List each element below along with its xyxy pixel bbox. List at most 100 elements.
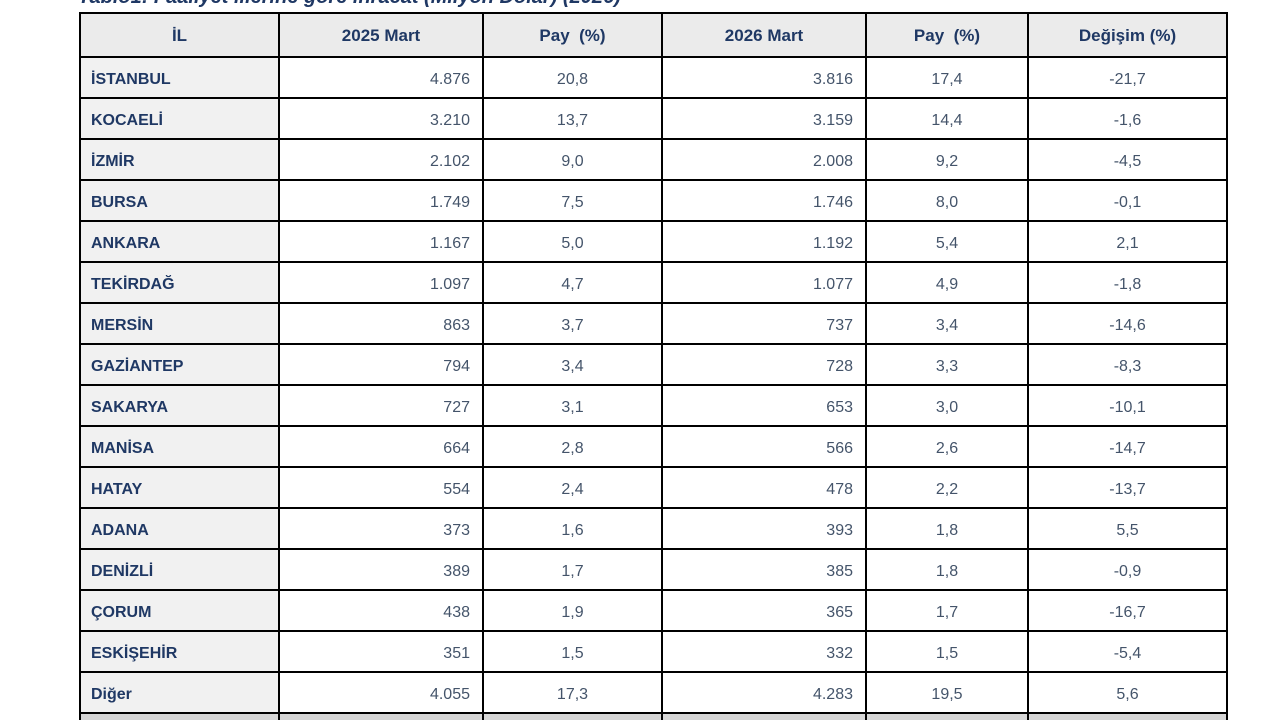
total-row-cell	[79, 712, 280, 720]
cell-2025-mart: 794	[278, 343, 484, 386]
cell-pay-2025: 1,9	[482, 589, 663, 632]
column-header-il: İL	[79, 12, 280, 58]
cell-degisim: -0,1	[1027, 179, 1228, 222]
cell-2026-mart: 385	[661, 548, 867, 591]
cell-2026-mart: 1.746	[661, 179, 867, 222]
cell-pay-2026: 1,5	[865, 630, 1029, 673]
cell-2025-mart: 4.876	[278, 56, 484, 99]
cell-2026-mart: 332	[661, 630, 867, 673]
cell-il: ANKARA	[79, 220, 280, 263]
column-header-2025-mart: 2025 Mart	[278, 12, 484, 58]
cell-pay-2025: 13,7	[482, 97, 663, 140]
cell-pay-2025: 3,7	[482, 302, 663, 345]
cell-2025-mart: 351	[278, 630, 484, 673]
cell-il: DENİZLİ	[79, 548, 280, 591]
export-table: İL 2025 Mart Pay (%) 2026 Mart Pay (%) D…	[79, 12, 1228, 720]
cell-degisim: 5,5	[1027, 507, 1228, 550]
table-row: MERSİN 863 3,7 737 3,4 -14,6	[79, 302, 1228, 345]
cell-pay-2025: 20,8	[482, 56, 663, 99]
cell-il: BURSA	[79, 179, 280, 222]
cell-degisim: -8,3	[1027, 343, 1228, 386]
cell-2025-mart: 727	[278, 384, 484, 427]
table-row: ÇORUM 438 1,9 365 1,7 -16,7	[79, 589, 1228, 632]
cell-2026-mart: 478	[661, 466, 867, 509]
cell-pay-2026: 17,4	[865, 56, 1029, 99]
cell-pay-2025: 5,0	[482, 220, 663, 263]
cell-degisim: 5,6	[1027, 671, 1228, 714]
table-row: ANKARA 1.167 5,0 1.192 5,4 2,1	[79, 220, 1228, 263]
cell-degisim: -21,7	[1027, 56, 1228, 99]
cell-il: Diğer	[79, 671, 280, 714]
cell-pay-2026: 4,9	[865, 261, 1029, 304]
total-row-partial	[79, 712, 1228, 720]
table-row: İSTANBUL 4.876 20,8 3.816 17,4 -21,7	[79, 56, 1228, 99]
cell-pay-2026: 3,0	[865, 384, 1029, 427]
table-row: MANİSA 664 2,8 566 2,6 -14,7	[79, 425, 1228, 468]
cell-pay-2026: 8,0	[865, 179, 1029, 222]
cell-2026-mart: 566	[661, 425, 867, 468]
cell-degisim: -10,1	[1027, 384, 1228, 427]
cell-degisim: -4,5	[1027, 138, 1228, 181]
cell-pay-2025: 2,8	[482, 425, 663, 468]
cell-il: MERSİN	[79, 302, 280, 345]
cell-pay-2025: 1,6	[482, 507, 663, 550]
column-header-degisim: Değişim (%)	[1027, 12, 1228, 58]
cell-2025-mart: 664	[278, 425, 484, 468]
cell-pay-2026: 19,5	[865, 671, 1029, 714]
cell-pay-2025: 2,4	[482, 466, 663, 509]
cell-il: İSTANBUL	[79, 56, 280, 99]
cell-degisim: -13,7	[1027, 466, 1228, 509]
table-row: ESKİŞEHİR 351 1,5 332 1,5 -5,4	[79, 630, 1228, 673]
cell-2026-mart: 3.816	[661, 56, 867, 99]
cell-2026-mart: 4.283	[661, 671, 867, 714]
cell-il: TEKİRDAĞ	[79, 261, 280, 304]
cell-degisim: -14,6	[1027, 302, 1228, 345]
column-header-2026-mart: 2026 Mart	[661, 12, 867, 58]
total-row-cell	[482, 712, 663, 720]
cell-2025-mart: 4.055	[278, 671, 484, 714]
cell-degisim: 2,1	[1027, 220, 1228, 263]
cell-degisim: -5,4	[1027, 630, 1228, 673]
table-row: DENİZLİ 389 1,7 385 1,8 -0,9	[79, 548, 1228, 591]
column-header-pay-2026: Pay (%)	[865, 12, 1029, 58]
cell-degisim: -0,9	[1027, 548, 1228, 591]
cell-2025-mart: 554	[278, 466, 484, 509]
table-row: ADANA 373 1,6 393 1,8 5,5	[79, 507, 1228, 550]
cell-pay-2025: 9,0	[482, 138, 663, 181]
cell-2025-mart: 1.749	[278, 179, 484, 222]
cell-2026-mart: 1.077	[661, 261, 867, 304]
column-header-pay-2025: Pay (%)	[482, 12, 663, 58]
cell-2026-mart: 737	[661, 302, 867, 345]
table-row: İZMİR 2.102 9,0 2.008 9,2 -4,5	[79, 138, 1228, 181]
cell-il: KOCAELİ	[79, 97, 280, 140]
cell-pay-2025: 3,4	[482, 343, 663, 386]
cell-2025-mart: 373	[278, 507, 484, 550]
cell-2025-mart: 863	[278, 302, 484, 345]
cell-2025-mart: 438	[278, 589, 484, 632]
cell-pay-2025: 3,1	[482, 384, 663, 427]
page-title: Tablo1: Faaliyet illerine göre ihracat (…	[78, 0, 778, 9]
cell-pay-2025: 4,7	[482, 261, 663, 304]
cell-2025-mart: 3.210	[278, 97, 484, 140]
cell-pay-2025: 1,7	[482, 548, 663, 591]
cell-il: HATAY	[79, 466, 280, 509]
cell-il: GAZİANTEP	[79, 343, 280, 386]
cell-il: ADANA	[79, 507, 280, 550]
table-row: TEKİRDAĞ 1.097 4,7 1.077 4,9 -1,8	[79, 261, 1228, 304]
cell-il: ESKİŞEHİR	[79, 630, 280, 673]
cell-il: İZMİR	[79, 138, 280, 181]
cell-pay-2026: 2,6	[865, 425, 1029, 468]
cell-pay-2026: 1,7	[865, 589, 1029, 632]
cell-2025-mart: 1.097	[278, 261, 484, 304]
cell-2026-mart: 2.008	[661, 138, 867, 181]
cell-pay-2026: 9,2	[865, 138, 1029, 181]
cell-2025-mart: 389	[278, 548, 484, 591]
cell-pay-2026: 1,8	[865, 548, 1029, 591]
cell-il: ÇORUM	[79, 589, 280, 632]
table-row: GAZİANTEP 794 3,4 728 3,3 -8,3	[79, 343, 1228, 386]
total-row-cell	[865, 712, 1029, 720]
total-row-cell	[278, 712, 484, 720]
table-body: İSTANBUL 4.876 20,8 3.816 17,4 -21,7 KOC…	[79, 56, 1228, 720]
cell-degisim: -1,6	[1027, 97, 1228, 140]
